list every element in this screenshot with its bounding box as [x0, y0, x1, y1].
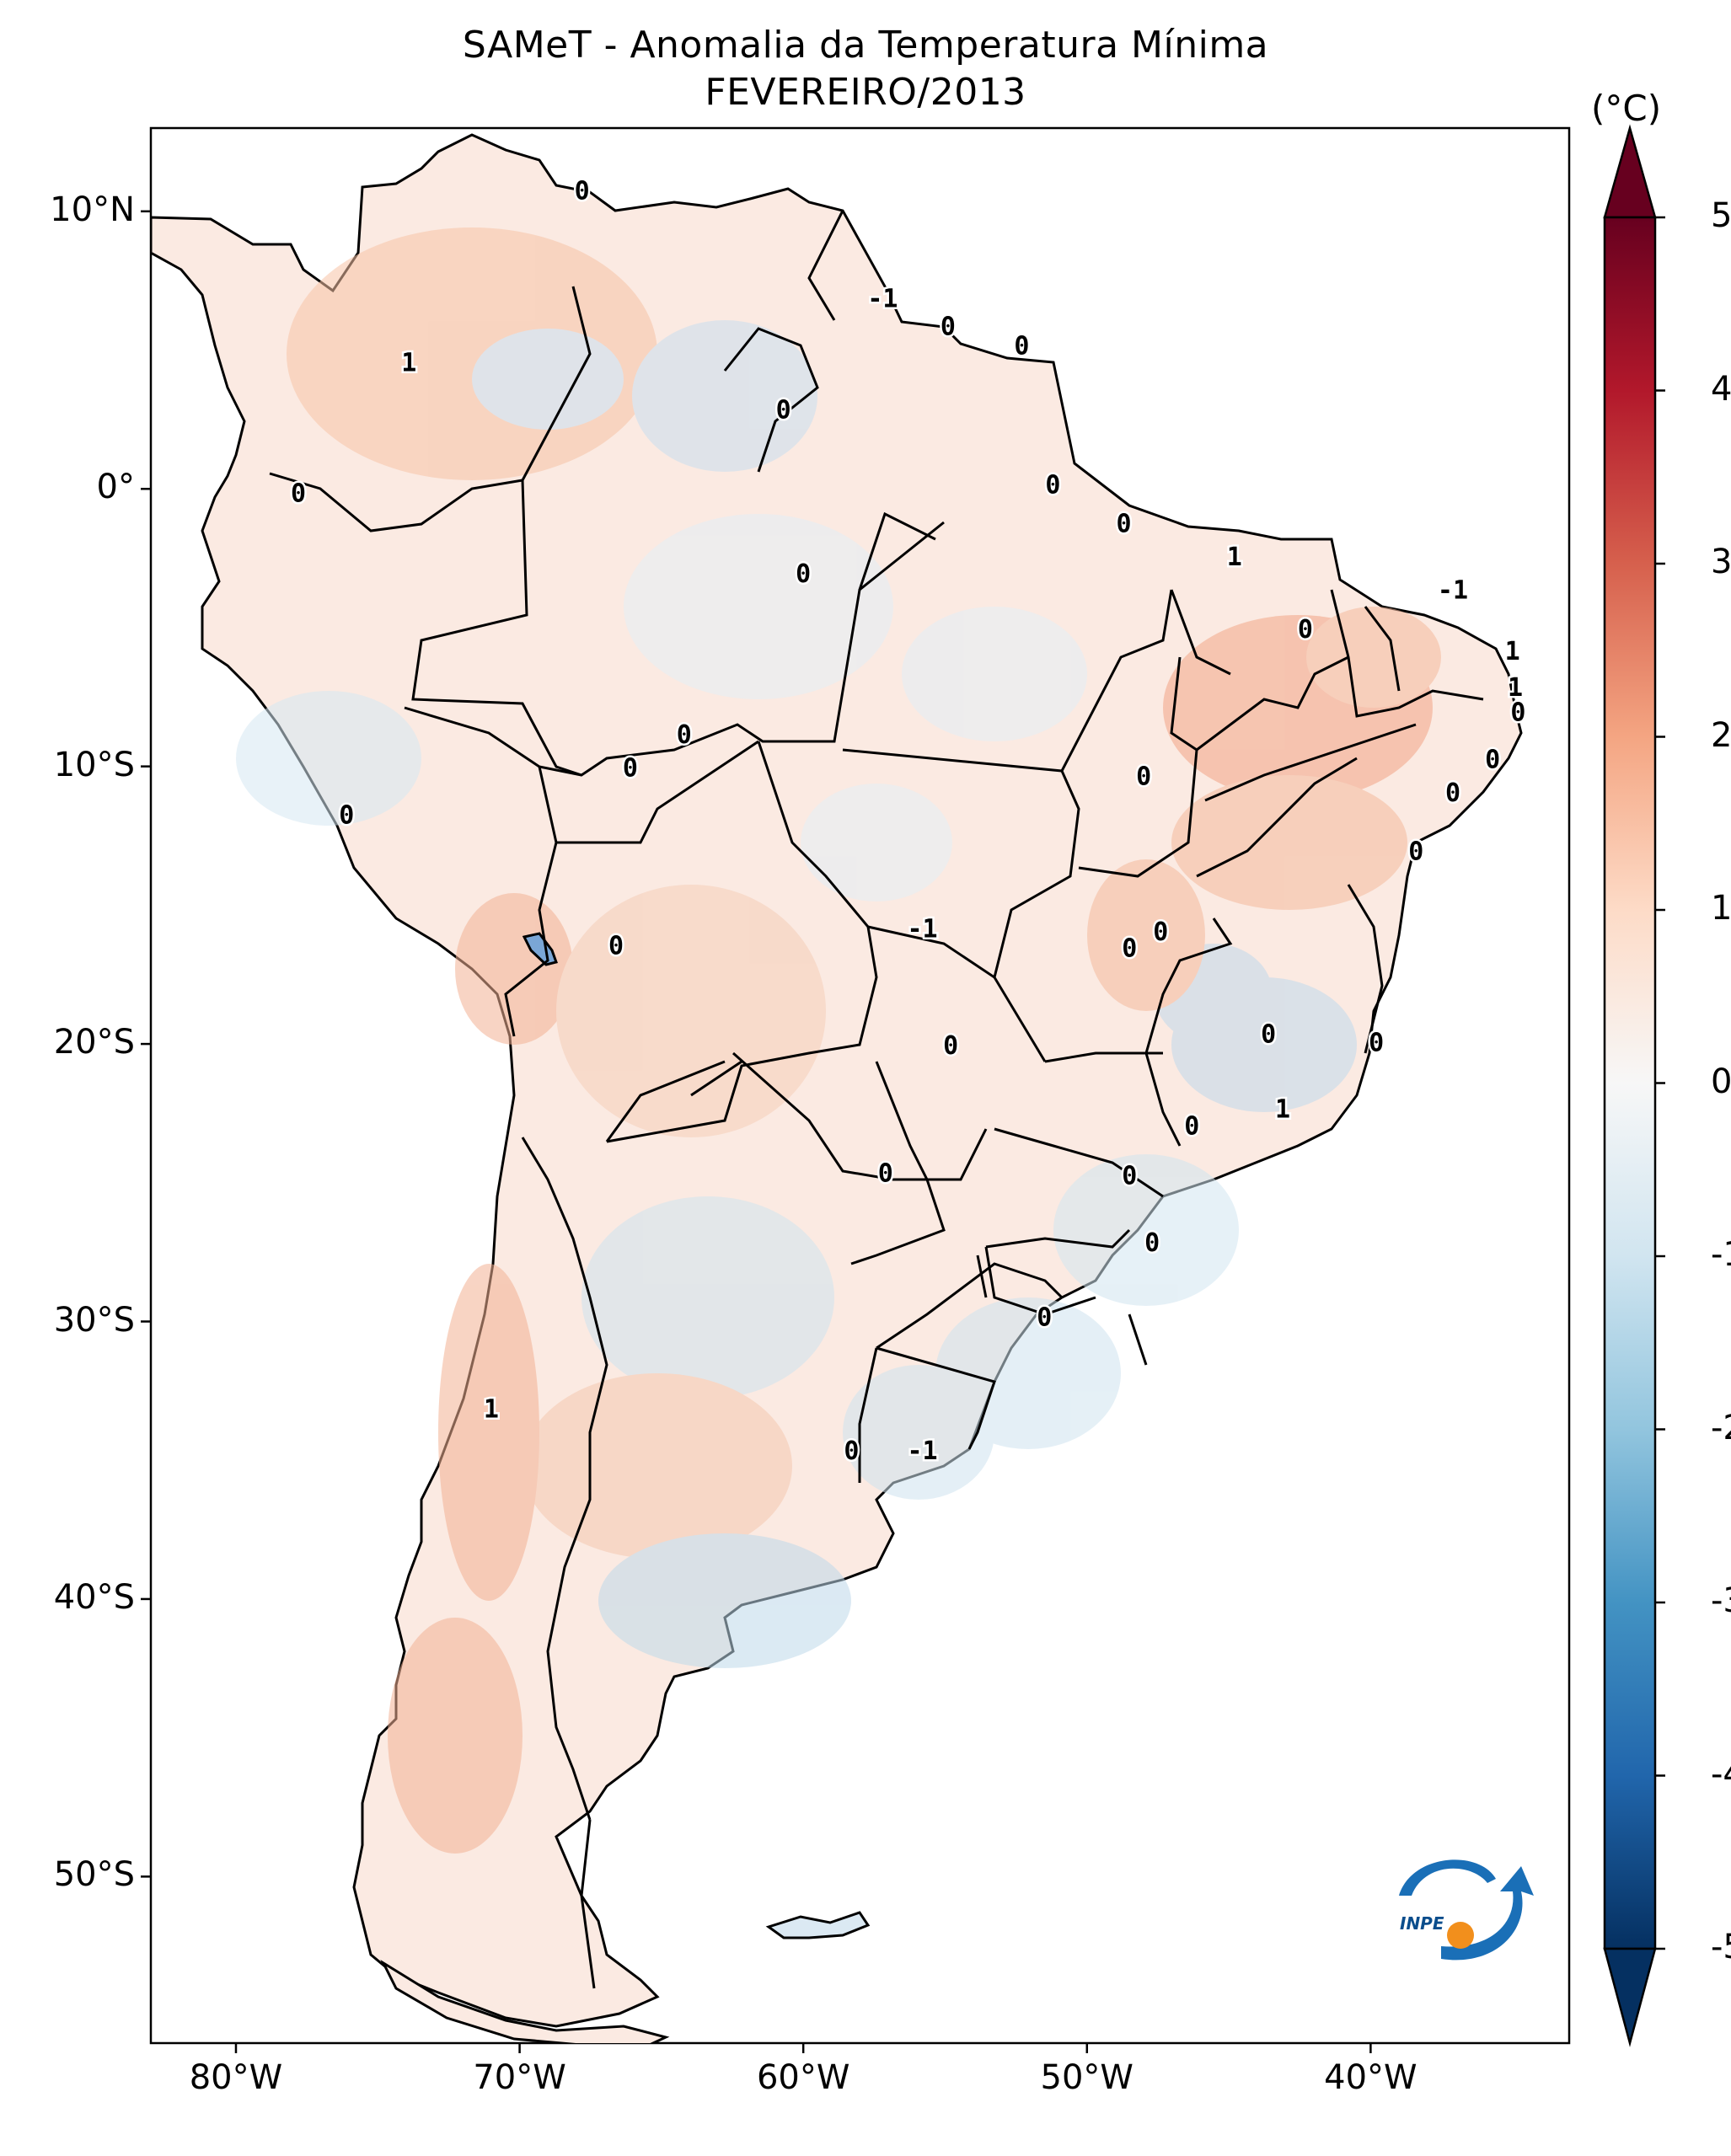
colorbar-tick-label: -5: [1711, 1928, 1731, 1966]
contour-label: 0: [1510, 698, 1525, 728]
contour-label: 0: [575, 176, 590, 206]
contour-label: 0: [623, 753, 638, 783]
contour-label: 0: [1014, 332, 1029, 361]
latitude-tick-label: 20°S: [53, 1023, 135, 1062]
colorbar-tick-label: -3: [1711, 1581, 1731, 1620]
contour-label: 0: [1485, 746, 1500, 775]
latitude-tick-label: 10°N: [50, 190, 135, 229]
colorbar-tick-label: 4: [1711, 369, 1731, 409]
contour-label: 0: [608, 931, 624, 960]
tierra-del-fuego: [380, 1959, 670, 2043]
colorbar-tick-label: 5: [1711, 196, 1731, 235]
contour-label: 0: [1369, 1029, 1384, 1058]
contour-label: 0: [1122, 934, 1137, 964]
contour-label: 0: [1408, 837, 1423, 866]
contour-label: 0: [1037, 1303, 1052, 1333]
contour-label: 0: [1117, 510, 1132, 539]
contour-label: 0: [776, 396, 791, 425]
colorbar-tick-label: 0: [1711, 1062, 1731, 1101]
contour-label: 0: [1298, 615, 1313, 645]
colorbar-unit: (°C): [1591, 88, 1662, 129]
colorbar-tick-label: -2: [1711, 1408, 1731, 1447]
latitude-tick-label: 30°S: [53, 1300, 135, 1340]
contour-label: 0: [1445, 778, 1460, 808]
contour-label: 1: [1227, 543, 1242, 572]
longitude-tick-label: 80°W: [189, 2058, 283, 2097]
colorbar-tick-label: -1: [1711, 1235, 1731, 1274]
contour-label: 1: [1508, 673, 1523, 703]
logo-swoosh-icon: [1399, 1859, 1496, 1896]
contour-label: 0: [291, 479, 306, 508]
logo-arrow-icon: [1441, 1866, 1534, 1961]
longitude-tick-label: 60°W: [756, 2058, 850, 2097]
inpe-logo: INPE: [1399, 1859, 1534, 1961]
contour-label: -1: [907, 1436, 937, 1466]
colorbar: [1603, 124, 1665, 2047]
contour-label: 0: [844, 1436, 859, 1466]
contour-label: 0: [1184, 1111, 1199, 1141]
colorbar-extend-top: [1603, 124, 1657, 219]
longitude-tick-label: 40°W: [1324, 2058, 1417, 2097]
contour-label: 0: [796, 559, 811, 589]
contour-label: 0: [1261, 1020, 1276, 1050]
colorbar-tick-label: 3: [1711, 543, 1731, 581]
colorbar-tick-label: -4: [1711, 1754, 1731, 1794]
colorbar-body: [1603, 216, 1657, 1950]
logo-sun-icon: [1447, 1922, 1474, 1949]
longitude-tick-label: 50°W: [1040, 2058, 1133, 2097]
colorbar-tick-label: 1: [1711, 889, 1731, 928]
contour-label: 0: [339, 800, 354, 830]
contour-label: 1: [1275, 1095, 1290, 1125]
contour-label: -1: [907, 915, 937, 944]
contour-label: 0: [878, 1158, 893, 1188]
contour-label: 0: [941, 313, 956, 342]
contour-label: 1: [1505, 637, 1520, 666]
contour-label: 0: [1153, 918, 1168, 947]
latitude-tick-label: 0°: [96, 468, 135, 507]
contour-label: 0: [1136, 762, 1151, 791]
contour-label: -1: [1438, 576, 1468, 606]
colorbar-tick-label: 2: [1711, 715, 1731, 755]
colorbar-extend-bottom: [1603, 1947, 1657, 2047]
contour-label: 0: [1144, 1228, 1160, 1258]
longitude-tick-label: 70°W: [473, 2058, 566, 2097]
contour-label: 0: [677, 720, 692, 750]
latitude-tick-label: 40°S: [53, 1577, 135, 1617]
map-subtitle: FEVEREIRO/2013: [705, 71, 1026, 114]
contour-label: 1: [484, 1394, 499, 1424]
latitude-tick-label: 10°S: [53, 745, 135, 784]
contour-label: 0: [1045, 470, 1060, 500]
contour-label: -1: [867, 285, 898, 314]
falkland-islands: [765, 1911, 871, 1939]
contour-label: 0: [943, 1031, 958, 1061]
contour-label: 1: [401, 349, 416, 378]
logo-text: INPE: [1400, 1913, 1444, 1934]
contour-label: 0: [1122, 1162, 1137, 1191]
latitude-tick-label: 50°S: [53, 1855, 135, 1895]
map-title: SAMeT - Anomalia da Temperatura Mínima: [462, 24, 1269, 67]
political-borders: [269, 210, 1484, 1989]
